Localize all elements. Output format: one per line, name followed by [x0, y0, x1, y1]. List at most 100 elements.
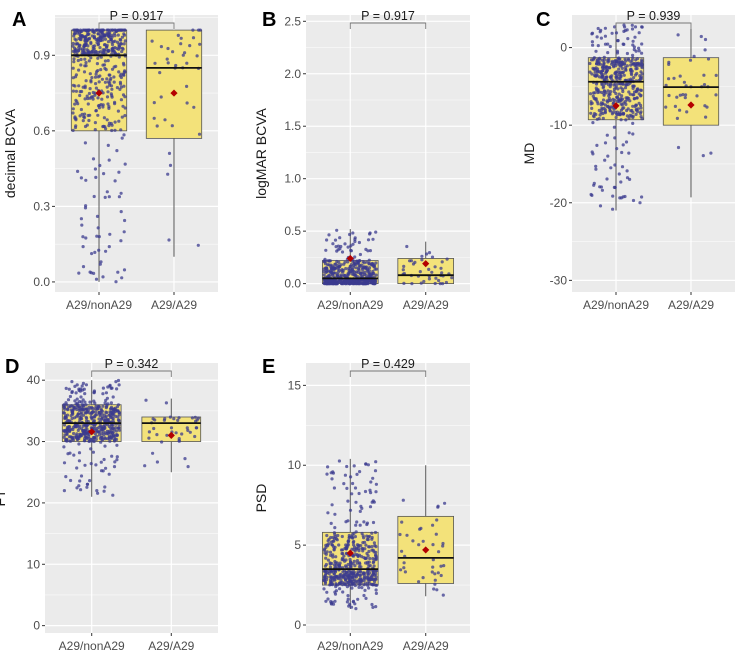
data-point — [115, 387, 119, 391]
data-point — [79, 63, 83, 67]
data-point — [104, 414, 108, 418]
data-point — [334, 537, 338, 541]
data-point — [607, 94, 611, 98]
data-point — [87, 436, 91, 440]
data-point — [110, 43, 115, 47]
data-point — [80, 384, 84, 388]
x-tick-label: A29/A29 — [403, 298, 449, 312]
data-point — [635, 87, 639, 91]
data-point — [84, 403, 88, 407]
data-point — [62, 411, 66, 415]
data-point — [107, 106, 111, 110]
data-point — [108, 383, 112, 387]
data-point — [633, 35, 637, 39]
mean-marker — [170, 89, 178, 97]
data-point — [107, 73, 111, 77]
data-point — [323, 577, 327, 582]
data-point — [99, 440, 103, 444]
data-point — [374, 267, 379, 271]
data-point — [172, 417, 176, 421]
data-point — [374, 591, 378, 596]
data-point — [430, 255, 435, 259]
data-point — [62, 445, 66, 449]
data-point — [85, 427, 89, 431]
p-value-label: P = 0.429 — [361, 357, 415, 371]
y-axis-title: decimal BCVA — [2, 108, 18, 198]
data-point — [97, 417, 101, 421]
data-point — [591, 91, 596, 95]
data-point — [599, 110, 603, 115]
data-point — [625, 81, 629, 86]
data-point — [84, 236, 88, 240]
data-point — [336, 270, 340, 274]
data-point — [444, 280, 448, 285]
y-tick-label: 0.6 — [33, 124, 50, 138]
data-point — [703, 48, 707, 52]
data-point — [374, 273, 378, 277]
data-point — [325, 472, 329, 476]
data-point — [365, 522, 369, 527]
data-point — [166, 172, 170, 176]
data-point — [85, 94, 89, 98]
data-point — [87, 37, 91, 41]
data-point — [328, 575, 332, 579]
data-point — [95, 234, 99, 238]
data-point — [163, 118, 167, 122]
data-point — [433, 578, 437, 582]
data-point — [87, 91, 91, 96]
data-point — [345, 580, 349, 585]
data-point — [374, 482, 378, 486]
data-point — [114, 380, 118, 384]
data-point — [623, 194, 627, 199]
data-point — [102, 43, 107, 47]
data-point — [98, 163, 102, 168]
y-axis-title: PSD — [253, 484, 269, 513]
data-point — [366, 560, 370, 564]
data-point — [402, 281, 406, 285]
data-point — [364, 282, 368, 286]
data-point — [617, 92, 621, 96]
data-point — [95, 214, 100, 218]
data-point — [111, 493, 115, 497]
data-point — [326, 539, 330, 543]
data-point — [122, 230, 126, 234]
data-point — [99, 428, 103, 432]
data-point — [83, 400, 87, 404]
data-point — [640, 66, 644, 70]
data-point — [442, 564, 446, 568]
data-point — [632, 62, 636, 66]
data-point — [331, 539, 335, 543]
data-point — [633, 97, 637, 101]
data-point — [603, 103, 608, 107]
data-point — [79, 34, 83, 38]
data-point — [119, 85, 123, 89]
data-point — [417, 543, 421, 547]
data-point — [117, 428, 121, 432]
data-point — [370, 545, 374, 549]
data-point — [82, 428, 86, 433]
data-point — [631, 56, 635, 60]
data-point — [323, 573, 328, 577]
data-point — [332, 572, 337, 576]
mean-marker — [88, 428, 96, 436]
data-point — [621, 143, 625, 147]
data-point — [70, 390, 74, 395]
data-point — [613, 25, 617, 29]
data-point — [367, 266, 372, 270]
data-point — [168, 415, 172, 419]
data-point — [325, 266, 329, 270]
data-point — [430, 570, 434, 574]
data-point — [598, 204, 603, 208]
panel-C: C -30 -20 -10 0 A29/nonA29 A29/A29 P = 0.939 MD — [521, 9, 735, 312]
data-point — [360, 586, 364, 590]
mean-marker — [422, 260, 430, 268]
y-tick-label: 0 — [294, 618, 301, 632]
data-point — [326, 511, 330, 515]
data-point — [338, 587, 342, 591]
data-point — [106, 102, 110, 106]
data-point — [592, 112, 597, 116]
data-point — [352, 539, 356, 544]
data-point — [109, 84, 114, 88]
data-point — [614, 75, 618, 79]
data-point — [345, 464, 349, 469]
